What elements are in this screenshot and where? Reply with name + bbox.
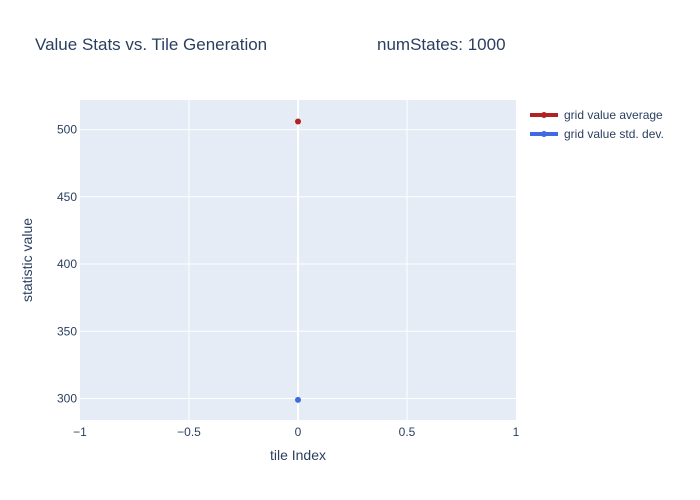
legend-label: grid value std. dev. — [564, 127, 664, 141]
data-points — [295, 118, 301, 403]
x-tick-label: 0.5 — [399, 425, 416, 439]
chart-title: Value Stats vs. Tile Generation — [35, 35, 267, 54]
chart-subtitle: numStates: 1000 — [377, 35, 506, 54]
y-axis-label: statistic value — [19, 218, 35, 302]
tick-labels: −1 −0.5 0 0.5 1 300 350 400 450 500 — [57, 123, 520, 439]
data-point[interactable] — [295, 118, 301, 125]
legend[interactable]: grid value average grid value std. dev. — [530, 108, 664, 141]
data-point[interactable] — [295, 396, 301, 403]
y-tick-label: 300 — [57, 391, 77, 405]
y-tick-label: 450 — [57, 190, 77, 204]
grid-lines — [80, 100, 516, 420]
legend-item[interactable]: grid value average — [530, 108, 663, 122]
x-axis-label: tile Index — [270, 447, 326, 463]
y-tick-label: 350 — [57, 324, 77, 338]
x-tick-label: −1 — [73, 425, 87, 439]
x-tick-label: 1 — [513, 425, 520, 439]
y-tick-label: 400 — [57, 257, 77, 271]
legend-item[interactable]: grid value std. dev. — [530, 127, 664, 141]
legend-marker-swatch — [541, 112, 547, 118]
x-tick-label: 0 — [295, 425, 302, 439]
legend-marker-swatch — [541, 131, 547, 137]
legend-label: grid value average — [564, 108, 663, 122]
x-tick-label: −0.5 — [177, 425, 201, 439]
y-tick-label: 500 — [57, 123, 77, 137]
